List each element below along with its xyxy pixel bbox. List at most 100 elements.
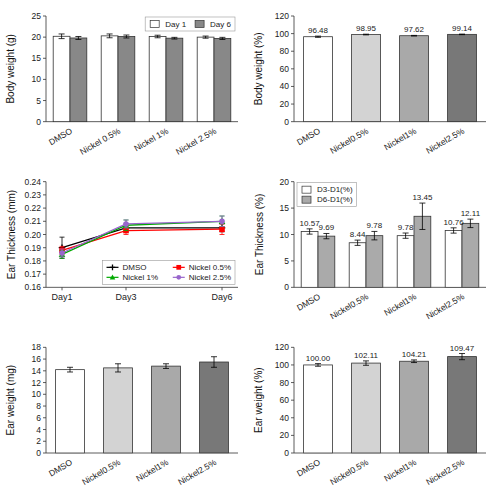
y-tick	[43, 347, 46, 348]
error-bar	[363, 34, 369, 36]
y-tick-label: 4	[36, 425, 41, 435]
y-tick-label: 0.19	[24, 243, 41, 253]
y-tick	[291, 104, 294, 105]
line	[62, 221, 222, 253]
labels: 100.00102.11104.21109.47	[306, 344, 475, 363]
x-tick-label: Day6	[211, 292, 232, 302]
panel: 0510152025Body weight (g)DMSONickel 0.5%…	[6, 11, 239, 157]
legend-swatch	[110, 265, 116, 271]
data-label: 97.62	[404, 25, 425, 34]
x-tick-label: Nickel2.5%	[424, 291, 466, 321]
error-bar	[163, 364, 169, 369]
legend-label: Day 1	[165, 20, 186, 29]
legend-swatch	[110, 275, 116, 280]
y-axis-label: Ear Thickness (mm)	[6, 190, 17, 279]
y-tick	[43, 260, 46, 261]
y-tick	[43, 394, 46, 395]
y-tick-label: 0	[284, 448, 289, 458]
marks	[56, 357, 229, 453]
error-bar	[371, 231, 377, 239]
marks	[301, 203, 479, 287]
x-tick-label: DMSO	[295, 291, 322, 313]
y-tick	[43, 37, 46, 38]
marks	[304, 354, 477, 453]
y-tick	[43, 234, 46, 235]
bar	[352, 363, 381, 453]
bar	[304, 37, 333, 122]
y-tick-label: 20	[32, 32, 42, 42]
y-tick-label: 0.21	[24, 216, 41, 226]
y-tick-label: 0.24	[24, 177, 41, 187]
panel: 020406080100120Body weight (%)96.4898.95…	[254, 11, 487, 156]
y-tick	[291, 382, 294, 383]
point	[59, 250, 65, 256]
x-tick-label: Nickel0.5%	[328, 457, 370, 487]
error-bar	[67, 367, 73, 372]
labels: 10.578.449.7810.769.699.7813.4512.11	[300, 193, 481, 239]
bar	[118, 36, 135, 121]
bar	[56, 370, 85, 453]
bar	[101, 36, 118, 122]
y-tick	[43, 382, 46, 383]
legend-frame	[103, 260, 236, 284]
bar	[462, 223, 479, 287]
y-tick	[43, 441, 46, 442]
y-tick	[291, 86, 294, 87]
point	[219, 218, 226, 224]
y-axis-label: Ear weight (mg)	[6, 365, 17, 436]
error-bar	[60, 237, 65, 258]
y-tick	[291, 208, 294, 209]
y-tick-label: 120	[275, 11, 289, 21]
error-bar	[220, 216, 225, 227]
error-bar	[75, 36, 81, 39]
y-tick-label: 5	[36, 96, 41, 106]
legend-swatch	[302, 196, 311, 203]
y-tick	[291, 260, 294, 261]
bar	[53, 36, 70, 121]
y-tick	[43, 417, 46, 418]
y-tick-label: 0.23	[24, 190, 41, 200]
y-tick-label: 0.17	[24, 269, 41, 279]
y-tick-label: 20	[280, 430, 290, 440]
legend-swatch	[176, 265, 181, 270]
legend-label: Nickel 0.5%	[189, 263, 231, 272]
error-bar	[59, 34, 65, 39]
data-label: 96.48	[308, 26, 329, 35]
y-tick-label: 12	[32, 378, 42, 388]
x-axis	[46, 287, 238, 288]
y-tick	[43, 58, 46, 59]
y-tick	[43, 221, 46, 222]
y-tick-label: 20	[280, 177, 290, 187]
bar	[448, 357, 477, 453]
error-bar	[459, 354, 465, 360]
bar	[397, 236, 414, 288]
bar	[104, 368, 133, 453]
y-tick	[43, 274, 46, 275]
y-tick-label: 100	[275, 360, 289, 370]
x-tick-label: DMSO	[47, 126, 74, 148]
y-tick	[291, 400, 294, 401]
error-bar	[220, 216, 225, 227]
legend-swatch	[302, 186, 311, 193]
error-bar	[411, 360, 417, 363]
marks	[59, 216, 226, 258]
data-label: 98.95	[356, 24, 377, 33]
y-tick	[43, 359, 46, 360]
y-tick-label: 25	[32, 11, 42, 21]
y-tick	[291, 364, 294, 365]
error-bar	[459, 34, 465, 36]
bar	[366, 236, 383, 288]
error-bar	[203, 36, 209, 38]
data-label: 9.78	[398, 223, 414, 232]
x-tick-label: Nickel0.5%	[328, 126, 370, 156]
error-bar	[467, 219, 473, 227]
y-tick-label: 15	[32, 53, 42, 63]
data-label: 12.11	[461, 209, 481, 218]
panel: 0.160.170.180.190.200.210.220.230.24Ear …	[6, 177, 239, 303]
y-axis-label: Ear Thickness (%)	[254, 194, 265, 276]
point	[123, 221, 129, 227]
x-tick-label: Nickel0.5%	[328, 291, 370, 321]
y-tick-label: 40	[280, 81, 290, 91]
y-tick	[291, 33, 294, 34]
data-label: 13.45	[412, 193, 433, 202]
